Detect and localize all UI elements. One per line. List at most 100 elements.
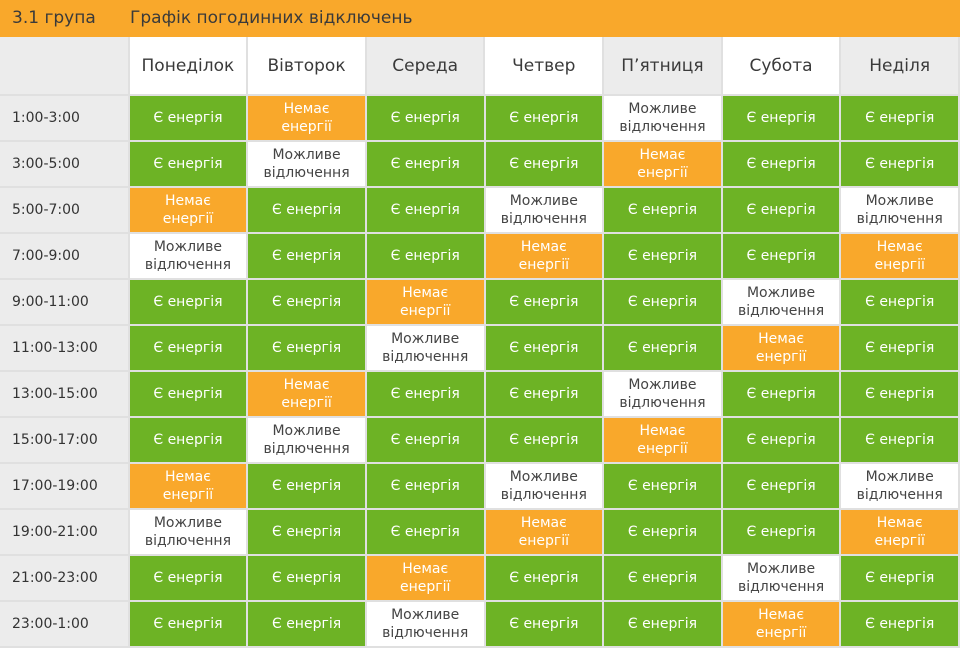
- status-label: Можливе відлючення: [500, 469, 587, 503]
- table-row: 19:00-21:00 Можливе відлючення Є енергія Є …: [0, 510, 960, 556]
- status-label: Немає енергії: [637, 423, 688, 457]
- status-label: Є енергія: [509, 110, 579, 126]
- status-label: Є енергія: [153, 110, 223, 126]
- status-label: Є енергія: [390, 202, 460, 218]
- status-cell-maybe: Можливе відлючення: [129, 234, 249, 280]
- table-row: 17:00-19:00 Немає енергії Є енергія Є енерг…: [0, 464, 960, 510]
- status-cell-maybe: Можливе відлючення: [485, 188, 605, 234]
- status-cell-on: Є енергія: [129, 326, 249, 372]
- status-cell-maybe: Можливе відлючення: [485, 464, 605, 510]
- status-cell-maybe: Можливе відлючення: [841, 464, 960, 510]
- status-cell-on: Є енергія: [248, 234, 367, 280]
- time-slot-cell: 17:00-19:00: [0, 464, 130, 510]
- status-cell-off: Немає енергії: [722, 326, 842, 372]
- status-label: Є енергія: [271, 202, 342, 218]
- status-cell-on: Є енергія: [722, 188, 842, 234]
- status-label: Є енергія: [627, 294, 698, 310]
- status-label: Є енергія: [865, 616, 935, 632]
- status-label: Можливе відлючення: [856, 193, 943, 227]
- status-label: Немає енергії: [874, 515, 925, 549]
- status-cell-on: Є енергія: [604, 464, 723, 510]
- status-label: Є енергія: [271, 478, 342, 494]
- time-slot-cell: 3:00-5:00: [0, 142, 130, 188]
- status-cell-on: Є енергія: [129, 418, 249, 464]
- table-header-row: Понеділок Вівторок Середа Четвер П’ятниц…: [0, 37, 960, 96]
- status-label: Є енергія: [509, 156, 579, 172]
- status-cell-on: Є енергія: [366, 234, 486, 280]
- status-label: Є енергія: [865, 386, 935, 402]
- status-label: Є енергія: [627, 616, 698, 632]
- status-label: Є енергія: [746, 524, 816, 540]
- status-label: Є енергія: [746, 156, 816, 172]
- status-cell-maybe: Можливе відлючення: [129, 510, 249, 556]
- status-label: Є енергія: [509, 570, 579, 586]
- status-cell-off: Немає енергії: [841, 234, 960, 280]
- status-cell-maybe: Можливе відлючення: [248, 142, 367, 188]
- status-label: Є енергія: [271, 248, 342, 264]
- status-cell-off: Немає енергії: [248, 372, 367, 418]
- status-label: Є енергія: [746, 478, 816, 494]
- time-slot-cell: 5:00-7:00: [0, 188, 130, 234]
- status-cell-on: Є енергія: [841, 602, 960, 648]
- time-slot-cell: 15:00-17:00: [0, 418, 130, 464]
- status-cell-off: Немає енергії: [485, 234, 605, 280]
- time-slot-cell: 7:00-9:00: [0, 234, 130, 280]
- status-label: Є енергія: [865, 340, 935, 356]
- status-cell-maybe: Можливе відлючення: [248, 418, 367, 464]
- status-cell-on: Є енергія: [604, 188, 723, 234]
- time-slot-cell: 13:00-15:00: [0, 372, 130, 418]
- status-cell-on: Є енергія: [722, 142, 842, 188]
- status-cell-on: Є енергія: [129, 556, 249, 602]
- status-label: Є енергія: [509, 294, 579, 310]
- status-cell-on: Є енергія: [841, 326, 960, 372]
- table-row: 3:00-5:00 Є енергія Можливе відлючення Є ен…: [0, 142, 960, 188]
- status-cell-on: Є енергія: [485, 372, 605, 418]
- status-label: Є енергія: [746, 248, 816, 264]
- status-cell-off: Немає енергії: [604, 142, 723, 188]
- status-cell-off: Немає енергії: [366, 280, 486, 326]
- status-cell-on: Є енергія: [841, 372, 960, 418]
- status-label: Немає енергії: [755, 607, 807, 641]
- status-label: Можливе відлючення: [382, 607, 469, 641]
- status-cell-on: Є енергія: [604, 556, 723, 602]
- time-slot-cell: 23:00-1:00: [0, 602, 130, 648]
- status-label: Немає енергії: [399, 561, 451, 595]
- column-header-day: Понеділок: [129, 37, 249, 96]
- status-cell-on: Є енергія: [248, 556, 367, 602]
- status-label: Є енергія: [390, 478, 460, 494]
- table-row: 23:00-1:00 Є енергія Є енергія Можливе відл…: [0, 602, 960, 648]
- table-row: 7:00-9:00 Можливе відлючення Є енергія Є ен…: [0, 234, 960, 280]
- status-label: Можливе відлючення: [263, 147, 350, 181]
- status-label: Немає енергії: [755, 331, 807, 365]
- status-cell-maybe: Можливе відлючення: [366, 326, 486, 372]
- group-label: 3.1 група: [12, 8, 96, 28]
- status-label: Є енергія: [627, 202, 698, 218]
- table-row: 11:00-13:00 Є енергія Є енергія Можливе від…: [0, 326, 960, 372]
- status-cell-off: Немає енергії: [722, 602, 842, 648]
- status-cell-on: Є енергія: [841, 418, 960, 464]
- status-cell-on: Є енергія: [366, 510, 486, 556]
- status-label: Є енергія: [390, 386, 460, 402]
- status-cell-on: Є енергія: [248, 602, 367, 648]
- status-label: Є енергія: [746, 202, 816, 218]
- status-cell-off: Немає енергії: [248, 96, 367, 142]
- status-label: Можливе відлючення: [737, 561, 825, 595]
- status-label: Можливе відлючення: [382, 331, 469, 365]
- status-cell-on: Є енергія: [841, 280, 960, 326]
- status-cell-on: Є енергія: [485, 556, 605, 602]
- status-label: Є енергія: [627, 478, 698, 494]
- status-label: Є енергія: [271, 570, 342, 586]
- status-label: Можливе відлючення: [619, 101, 706, 135]
- status-cell-on: Є енергія: [366, 142, 486, 188]
- status-cell-on: Є енергія: [722, 418, 842, 464]
- status-label: Є енергія: [153, 294, 223, 310]
- table-row: 13:00-15:00 Є енергія Немає енергії Є енерг…: [0, 372, 960, 418]
- status-cell-on: Є енергія: [366, 96, 486, 142]
- status-cell-on: Є енергія: [129, 280, 249, 326]
- header-bar: 3.1 група Графік погодинних відключень: [0, 0, 960, 37]
- column-header-day: Субота: [722, 37, 842, 96]
- status-label: Є енергія: [509, 340, 579, 356]
- status-cell-on: Є енергія: [604, 602, 723, 648]
- status-label: Є енергія: [509, 386, 579, 402]
- status-label: Є енергія: [627, 570, 698, 586]
